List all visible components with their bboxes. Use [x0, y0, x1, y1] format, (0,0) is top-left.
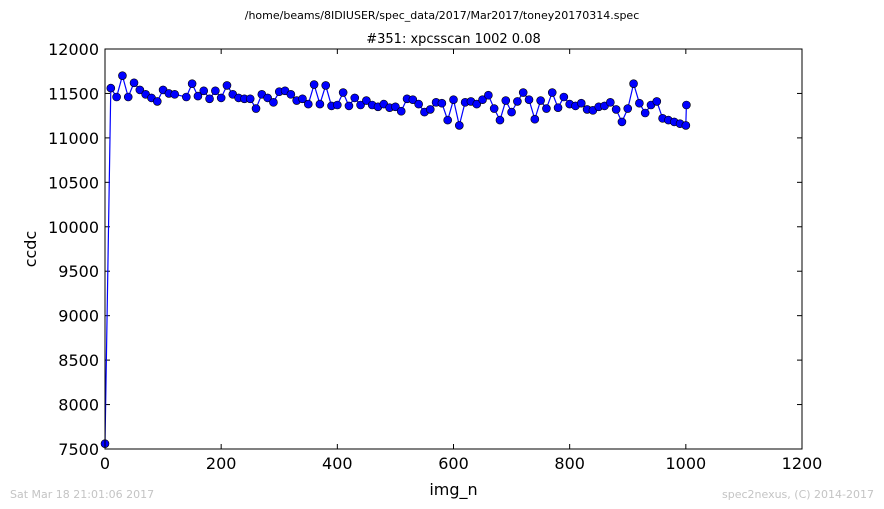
data-point — [298, 94, 307, 104]
data-point — [216, 93, 226, 103]
data-point — [530, 114, 540, 124]
data-point — [682, 100, 691, 110]
data-point — [135, 85, 145, 95]
data-point — [356, 100, 365, 110]
data-point — [199, 86, 209, 96]
data-point — [269, 98, 278, 107]
data-point — [437, 98, 447, 108]
data-point — [187, 79, 197, 88]
data-point — [455, 121, 464, 130]
data-point — [118, 71, 127, 80]
data-point — [106, 83, 116, 93]
data-point — [338, 88, 348, 97]
data-point — [524, 95, 534, 104]
data-point — [321, 81, 331, 90]
data-point — [408, 95, 418, 104]
data-point — [251, 104, 261, 113]
data-point — [617, 117, 627, 127]
plot-frame — [104, 48, 803, 450]
data-point — [129, 78, 139, 88]
data-point — [205, 94, 214, 104]
x-tick-label: 1200 — [782, 454, 823, 473]
plot-series — [100, 71, 691, 448]
data-point — [425, 105, 435, 114]
data-point — [414, 99, 423, 109]
y-tick-label: 8000 — [58, 396, 99, 415]
data-point — [681, 121, 691, 130]
data-point — [245, 94, 255, 104]
y-tick-label: 9000 — [58, 307, 99, 326]
data-point — [553, 103, 563, 112]
data-point — [629, 79, 638, 88]
data-point — [315, 99, 325, 109]
data-point — [286, 90, 296, 99]
data-point — [495, 115, 505, 125]
data-point — [635, 98, 644, 108]
data-point — [309, 80, 319, 89]
y-tick-label: 8500 — [58, 351, 99, 370]
data-point — [303, 99, 313, 109]
data-point — [640, 108, 650, 118]
y-axis-label: ccdc — [21, 231, 40, 268]
y-tick-label: 9500 — [58, 262, 99, 281]
data-point — [362, 96, 371, 105]
data-point — [350, 93, 360, 103]
data-point — [152, 97, 162, 106]
x-tick-label: 0 — [100, 454, 110, 473]
data-point — [478, 95, 487, 104]
x-tick-label: 800 — [554, 454, 585, 473]
data-point — [391, 102, 400, 112]
y-tick-label: 10000 — [48, 218, 99, 237]
chart-title: #351: xpcsscan 1002 0.08 — [366, 32, 541, 47]
x-tick-label: 200 — [206, 454, 237, 473]
data-point — [547, 88, 557, 97]
data-point — [559, 92, 569, 102]
footer-timestamp: Sat Mar 18 21:01:06 2017 — [10, 488, 155, 501]
data-point — [193, 91, 203, 101]
data-point — [606, 98, 615, 107]
data-point — [449, 95, 458, 104]
data-point — [542, 104, 551, 113]
data-point — [443, 115, 452, 125]
data-point — [222, 81, 232, 90]
data-point — [333, 100, 342, 110]
data-point — [396, 106, 406, 116]
data-point — [513, 97, 522, 106]
x-tick-label: 1000 — [665, 454, 706, 473]
y-tick-label: 11000 — [48, 129, 99, 148]
data-point — [576, 98, 586, 108]
figure-suptitle: /home/beams/8IDIUSER/spec_data/2017/Mar2… — [244, 9, 640, 22]
x-axis-label: img_n — [429, 480, 477, 500]
y-tick-label: 12000 — [48, 40, 99, 59]
data-point — [123, 92, 133, 102]
data-point — [112, 92, 121, 102]
data-point — [652, 97, 662, 106]
data-point — [518, 88, 528, 97]
data-point — [611, 105, 621, 114]
footer-credit: spec2nexus, (C) 2014-2017 — [722, 488, 874, 501]
data-point — [623, 104, 633, 113]
x-tick-label: 400 — [322, 454, 353, 473]
data-point — [489, 104, 499, 113]
data-point — [182, 92, 191, 102]
y-tick-label: 11500 — [48, 84, 99, 103]
y-tick-label: 10500 — [48, 173, 99, 192]
data-point — [484, 90, 493, 100]
y-tick-label: 7500 — [58, 440, 99, 459]
x-tick-label: 600 — [438, 454, 469, 473]
data-point — [536, 96, 545, 105]
axis-ticks: 0 200 400 600 800 1000 1200 7500 8000 8500 9000 950… — [48, 40, 822, 473]
series-line — [104, 73, 687, 444]
data-point — [507, 107, 516, 117]
data-point — [211, 86, 220, 96]
data-point — [170, 90, 179, 99]
data-point — [344, 101, 354, 111]
data-point — [501, 96, 511, 105]
data-point — [472, 99, 482, 109]
data-point — [263, 93, 272, 103]
